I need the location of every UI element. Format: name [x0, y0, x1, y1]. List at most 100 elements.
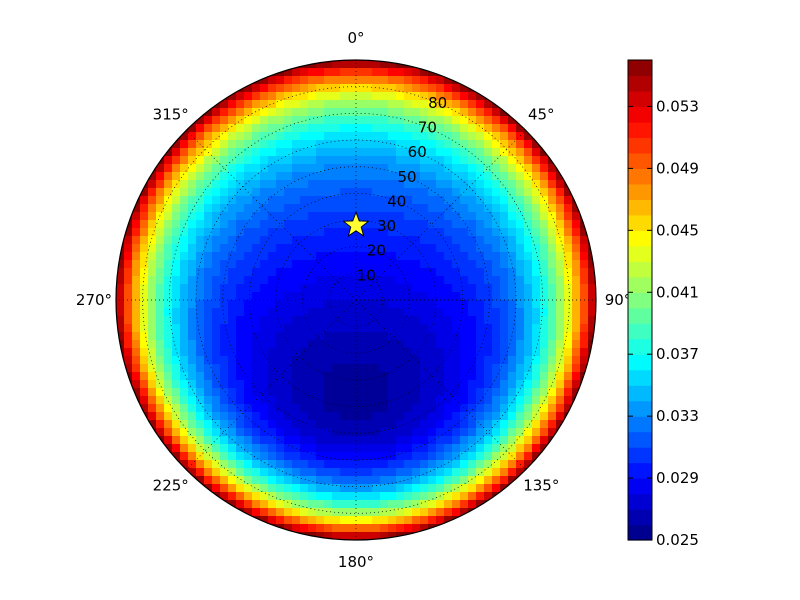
heatmap-cell: [460, 516, 469, 525]
heatmap-cell: [188, 524, 197, 533]
heatmap-cell: [500, 116, 509, 125]
heatmap-cell: [444, 484, 453, 493]
heatmap-cell: [428, 356, 437, 365]
heatmap-cell: [196, 372, 205, 381]
heatmap-cell: [292, 284, 301, 293]
heatmap-cell: [588, 156, 596, 165]
heatmap-cell: [508, 100, 517, 109]
heatmap-cell: [580, 148, 589, 157]
heatmap-cell: [292, 420, 301, 429]
heatmap-cell: [540, 308, 549, 317]
heatmap-cell: [580, 124, 589, 133]
heatmap-cell: [468, 156, 477, 165]
heatmap-cell: [268, 108, 277, 117]
angle-tick-label: 225°: [153, 476, 189, 494]
heatmap-cell: [436, 300, 445, 309]
heatmap-cell: [284, 484, 293, 493]
heatmap-cell: [308, 452, 317, 461]
heatmap-cell: [364, 420, 373, 429]
heatmap-cell: [460, 364, 469, 373]
heatmap-cell: [284, 500, 293, 509]
heatmap-cell: [460, 276, 469, 285]
heatmap-cell: [380, 164, 389, 173]
heatmap-cell: [572, 60, 581, 69]
heatmap-cell: [116, 188, 125, 197]
heatmap-cell: [388, 396, 397, 405]
heatmap-cell: [292, 316, 301, 325]
heatmap-cell: [204, 332, 213, 341]
heatmap-cell: [276, 484, 285, 493]
heatmap-cell: [548, 444, 557, 453]
heatmap-cell: [276, 276, 285, 285]
heatmap-cell: [156, 524, 165, 533]
heatmap-cell: [364, 156, 373, 165]
heatmap-cell: [268, 316, 277, 325]
heatmap-cell: [324, 460, 333, 469]
heatmap-cell: [316, 372, 325, 381]
heatmap-cell: [484, 116, 493, 125]
heatmap-cell: [500, 508, 509, 517]
heatmap-cell: [148, 68, 157, 77]
heatmap-cell: [476, 60, 485, 69]
heatmap-cell: [420, 300, 429, 309]
heatmap-cell: [116, 140, 125, 149]
heatmap-cell: [172, 500, 181, 509]
heatmap-cell: [476, 420, 485, 429]
heatmap-cell: [396, 452, 405, 461]
heatmap-cell: [124, 444, 133, 453]
heatmap-cell: [164, 532, 173, 540]
heatmap-cell: [204, 388, 213, 397]
colorbar-tick-label: 0.053: [656, 97, 699, 115]
heatmap-cell: [132, 412, 141, 421]
heatmap-cell: [244, 412, 253, 421]
heatmap-cell: [212, 316, 221, 325]
heatmap-cell: [492, 132, 501, 141]
heatmap-cell: [372, 428, 381, 437]
heatmap-cell: [412, 460, 421, 469]
heatmap-cell: [188, 292, 197, 301]
heatmap-cell: [516, 284, 525, 293]
heatmap-cell: [124, 188, 133, 197]
heatmap-cell: [388, 60, 397, 69]
heatmap-cell: [340, 220, 349, 229]
heatmap-cell: [388, 92, 397, 101]
heatmap-cell: [332, 276, 341, 285]
heatmap-cell: [356, 148, 365, 157]
heatmap-cell: [340, 68, 349, 77]
heatmap-cell: [212, 388, 221, 397]
heatmap-cell: [572, 300, 581, 309]
heatmap-cell: [124, 364, 133, 373]
heatmap-cell: [316, 300, 325, 309]
heatmap-cell: [564, 324, 573, 333]
heatmap-cell: [228, 356, 237, 365]
heatmap-cell: [308, 100, 317, 109]
heatmap-cell: [268, 212, 277, 221]
heatmap-cell: [580, 308, 589, 317]
heatmap-cell: [228, 252, 237, 261]
heatmap-cell: [140, 524, 149, 533]
heatmap-cell: [508, 316, 517, 325]
heatmap-cell: [444, 60, 453, 69]
heatmap-cell: [268, 516, 277, 525]
heatmap-cell: [556, 156, 565, 165]
heatmap-cell: [580, 284, 589, 293]
heatmap-cell: [340, 348, 349, 357]
heatmap-cell: [244, 140, 253, 149]
heatmap-cell: [420, 492, 429, 501]
heatmap-cell: [300, 228, 309, 237]
heatmap-cell: [292, 372, 301, 381]
heatmap-cell: [548, 284, 557, 293]
heatmap-cell: [468, 228, 477, 237]
heatmap-cell: [148, 372, 157, 381]
heatmap-cell: [284, 148, 293, 157]
heatmap-cell: [260, 484, 269, 493]
heatmap-cell: [236, 532, 245, 540]
heatmap-cell: [532, 172, 541, 181]
heatmap-cell: [132, 316, 141, 325]
heatmap-cell: [380, 404, 389, 413]
heatmap-cell: [460, 116, 469, 125]
heatmap-cell: [204, 260, 213, 269]
heatmap-cell: [204, 276, 213, 285]
heatmap-cell: [588, 420, 596, 429]
heatmap-cell: [228, 276, 237, 285]
